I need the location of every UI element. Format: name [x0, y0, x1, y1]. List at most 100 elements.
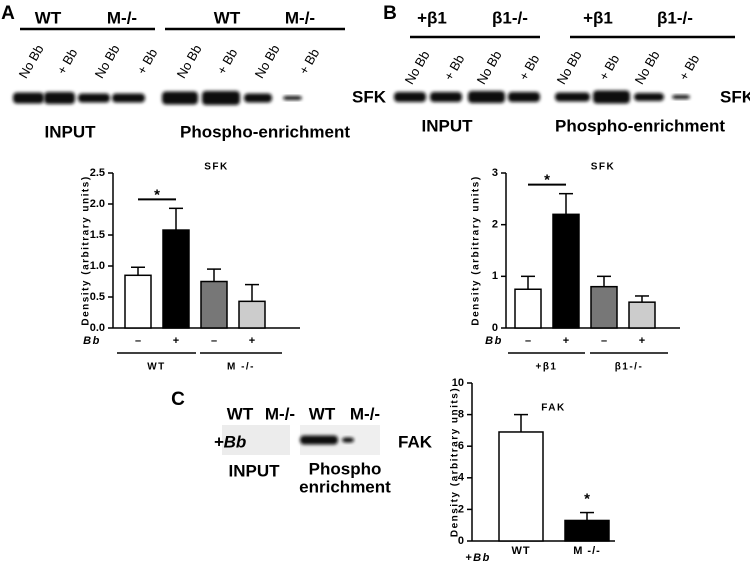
x-tick-label: – — [211, 335, 217, 347]
section-label: INPUT — [45, 122, 97, 141]
significance-star: * — [584, 491, 590, 508]
y-tick-label: 8 — [458, 409, 464, 421]
blot-band — [342, 437, 354, 443]
blot-band — [13, 92, 44, 104]
group-label: WT — [147, 362, 166, 373]
x-tick-label: + — [249, 335, 255, 347]
lane-label: + Bb — [676, 52, 703, 83]
y-tick-label: 3 — [492, 167, 498, 179]
y-tick-label: 2.0 — [90, 198, 105, 210]
lane-label: No Bb — [402, 48, 433, 87]
group-header: β1-/- — [492, 8, 528, 27]
group-label: M -/- — [227, 362, 255, 373]
section-label: Phospho-enrichment — [555, 116, 725, 135]
blot-band — [162, 91, 198, 105]
chart-title: SFK — [591, 162, 616, 173]
y-tick-label: 0.5 — [90, 291, 105, 303]
bar — [238, 300, 266, 329]
panel-label: A — [1, 3, 15, 24]
y-tick-label: 10 — [452, 377, 464, 389]
group-label: +β1 — [535, 362, 557, 373]
lane-label: + Bb — [54, 46, 81, 77]
y-tick-label: 2 — [492, 219, 498, 231]
lane-label: + Bb — [516, 52, 543, 83]
y-tick-label: 2 — [458, 503, 464, 515]
panel-label: B — [383, 3, 397, 24]
factor-label: Bb — [83, 335, 101, 347]
bar — [200, 280, 228, 329]
blot-band — [244, 93, 272, 103]
blot-band — [283, 96, 302, 100]
y-axis-label: Density (arbitrary units) — [471, 175, 482, 325]
group-label: β1-/- — [615, 362, 644, 373]
lane-label: + Bb — [296, 46, 323, 77]
y-tick-label: 1 — [492, 270, 498, 282]
blot-band — [430, 92, 462, 102]
group-header: M-/- — [265, 404, 295, 423]
section-label: INPUT — [422, 116, 474, 135]
group-header: WT — [35, 8, 62, 27]
x-tick-label: M -/- — [573, 545, 601, 557]
lane-label: No Bb — [174, 42, 205, 81]
blot-band — [672, 95, 690, 99]
row-label: +Bb — [214, 432, 247, 451]
blot-band — [44, 92, 75, 104]
lane-label: + Bb — [214, 46, 241, 77]
protein-label: SFK — [352, 87, 387, 106]
blot-membrane — [222, 425, 290, 455]
significance-star: * — [154, 186, 160, 203]
group-header: WT — [309, 404, 336, 423]
section-label: INPUT — [229, 461, 281, 480]
lane-label: + Bb — [596, 52, 623, 83]
blot-band — [112, 93, 145, 103]
blot-band — [202, 91, 240, 105]
lane-label: No Bb — [252, 42, 283, 81]
lane-label: + Bb — [134, 46, 161, 77]
y-tick-label: 4 — [458, 472, 465, 484]
section-label: Phospho-enrichment — [180, 122, 350, 141]
y-axis-label: Density (arbitrary units) — [450, 387, 461, 537]
lane-label: No Bb — [632, 48, 663, 87]
bar — [590, 285, 618, 329]
group-header: +β1 — [583, 8, 613, 27]
blot-band — [300, 435, 338, 445]
bar — [514, 288, 542, 329]
y-axis-label: Density (arbitrary units) — [81, 175, 92, 325]
blot-band — [468, 91, 505, 103]
lane-label: No Bb — [92, 42, 123, 81]
factor-label: +Bb — [465, 552, 491, 562]
y-tick-label: 0 — [458, 535, 464, 547]
bar — [552, 213, 580, 329]
bar — [498, 431, 544, 542]
blot-band — [508, 92, 540, 102]
blot-band — [78, 93, 110, 103]
y-tick-label: 1.0 — [90, 260, 105, 272]
blot-band — [593, 90, 630, 104]
group-header: WT — [227, 404, 254, 423]
y-tick-label: 1.5 — [90, 229, 105, 241]
x-tick-label: + — [563, 335, 569, 347]
lane-label: No Bb — [474, 48, 505, 87]
section-label: Phospho — [309, 459, 382, 478]
x-tick-label: WT — [511, 545, 530, 557]
lane-label: No Bb — [554, 48, 585, 87]
blot-band — [555, 92, 590, 102]
chart-title: SFK — [204, 162, 229, 173]
panel-label: C — [171, 389, 185, 410]
blot-band — [634, 93, 664, 101]
x-tick-label: – — [525, 335, 531, 347]
y-tick-label: 0 — [492, 322, 498, 334]
lane-label: + Bb — [441, 52, 468, 83]
y-tick-label: 6 — [458, 440, 464, 452]
protein-label: FAK — [398, 432, 433, 451]
y-tick-label: 0.0 — [90, 322, 105, 334]
group-header: M-/- — [107, 8, 137, 27]
group-header: M-/- — [285, 8, 315, 27]
blot-band — [394, 92, 426, 102]
bar — [124, 274, 152, 329]
lane-label: No Bb — [16, 42, 47, 81]
x-tick-label: + — [173, 335, 179, 347]
group-header: M-/- — [350, 404, 380, 423]
bar — [564, 519, 610, 542]
